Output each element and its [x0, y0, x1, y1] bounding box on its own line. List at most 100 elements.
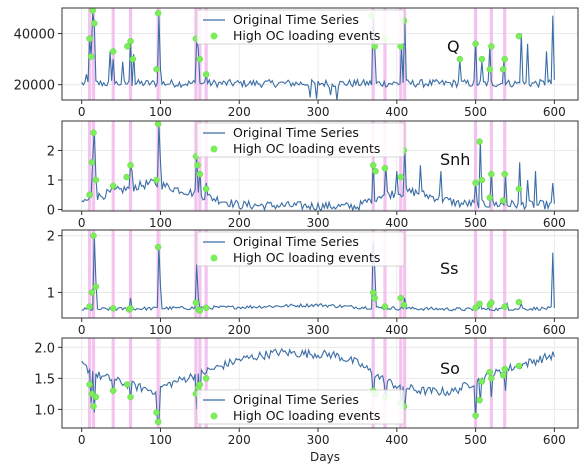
event-marker [86, 381, 93, 388]
event-marker [87, 53, 95, 60]
event-band [473, 121, 478, 211]
x-tick-label: 200 [228, 433, 251, 447]
x-tick-label: 200 [228, 105, 251, 119]
x-tick-label: 500 [464, 216, 487, 230]
event-marker [501, 55, 508, 63]
event-band [489, 121, 493, 211]
x-tick-label: 400 [385, 433, 408, 447]
x-tick-label: 400 [385, 105, 408, 119]
event-marker [192, 299, 200, 306]
event-band [87, 230, 92, 318]
event-marker [109, 387, 117, 395]
event-marker [486, 368, 494, 376]
x-tick-label: 300 [307, 433, 330, 447]
panel-frame [61, 7, 579, 101]
panel-snh: 0 1 2 0 100 200 300 400 500 600 Snh Original Time S… [47, 120, 579, 230]
x-tick-label: 500 [464, 105, 487, 119]
event-marker [372, 167, 379, 175]
event-marker [154, 9, 162, 17]
event-marker [488, 375, 495, 382]
event-band [503, 8, 507, 100]
panel-label: Snh [440, 150, 470, 169]
event-marker [501, 170, 508, 178]
event-marker [129, 55, 137, 63]
x-tick-label: 600 [543, 433, 566, 447]
legend-frame [196, 9, 405, 45]
event-marker [153, 66, 160, 73]
event-marker [92, 393, 100, 401]
event-band [383, 338, 387, 428]
x-tick-label: 300 [307, 105, 330, 119]
event-band [91, 121, 96, 211]
event-marker [153, 409, 160, 416]
legend-marker-swatch [210, 32, 218, 40]
event-marker [381, 303, 389, 310]
event-marker [90, 232, 97, 239]
event-band [403, 8, 407, 100]
event-marker [515, 32, 523, 40]
event-marker [124, 381, 131, 388]
y-tick-label: 2 [47, 145, 55, 160]
event-band [399, 230, 403, 318]
x-tick-label: 0 [78, 433, 86, 447]
panel-frame [61, 337, 579, 429]
event-marker [127, 162, 134, 169]
event-marker [90, 403, 97, 410]
event-marker [478, 55, 486, 63]
event-marker [196, 307, 204, 314]
y-tick-label: 40000 [14, 28, 55, 43]
event-marker [86, 191, 93, 199]
event-band [489, 338, 493, 428]
event-band [204, 230, 208, 318]
event-band [156, 338, 160, 428]
x-tick-label: 300 [307, 323, 330, 337]
event-marker [202, 375, 210, 382]
event-marker [194, 162, 201, 169]
event-marker [472, 40, 479, 48]
event-band [128, 338, 133, 428]
event-marker [86, 35, 93, 42]
x-tick-label: 500 [464, 323, 487, 337]
event-marker [123, 173, 130, 181]
event-band [503, 121, 507, 211]
x-tick-label: 500 [464, 433, 487, 447]
legend-frame [196, 389, 405, 425]
event-band [473, 230, 478, 318]
y-tick-label: 2 [47, 230, 55, 245]
event-marker [154, 243, 162, 251]
event-band [371, 338, 375, 428]
event-marker [478, 378, 486, 385]
event-band [399, 338, 403, 428]
event-marker [154, 418, 162, 426]
event-marker [501, 303, 508, 310]
event-marker [109, 48, 117, 55]
panel-label: Ss [440, 259, 459, 278]
event-band [87, 121, 92, 211]
event-marker [488, 43, 495, 50]
event-band [403, 338, 407, 428]
x-tick-label: 300 [307, 216, 330, 230]
event-marker [472, 412, 479, 419]
event-marker [515, 298, 523, 306]
legend-entry-series: Original Time Series [233, 12, 359, 27]
event-marker [397, 173, 404, 181]
x-tick-label: 0 [78, 323, 86, 337]
event-band [403, 230, 407, 318]
y-tick-label: 1 [47, 286, 55, 301]
legend-entry-events: High OC loading events [233, 408, 380, 423]
event-marker [202, 71, 210, 78]
legend-frame [196, 231, 405, 267]
event-marker [397, 294, 404, 302]
event-marker [154, 120, 162, 128]
y-tick-label: 1.5 [34, 372, 55, 387]
event-marker [515, 362, 523, 370]
event-band [111, 338, 115, 428]
panel-so: 1.0 1.5 2.0 0 100 200 300 400 500 600 So Original T… [34, 337, 579, 447]
event-marker [499, 66, 507, 73]
event-marker [486, 66, 494, 73]
